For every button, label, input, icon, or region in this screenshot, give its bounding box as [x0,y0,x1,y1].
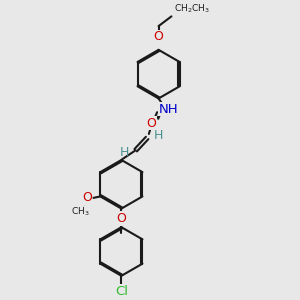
Text: CH$_2$CH$_3$: CH$_2$CH$_3$ [174,3,210,15]
Text: CH$_3$: CH$_3$ [71,206,90,218]
Text: NH: NH [159,103,178,116]
Text: H: H [153,129,163,142]
Text: H: H [120,146,129,159]
Text: O: O [146,117,156,130]
Text: O: O [154,31,164,44]
Text: Cl: Cl [115,285,128,298]
Text: O: O [116,212,126,225]
Text: O: O [82,191,92,204]
